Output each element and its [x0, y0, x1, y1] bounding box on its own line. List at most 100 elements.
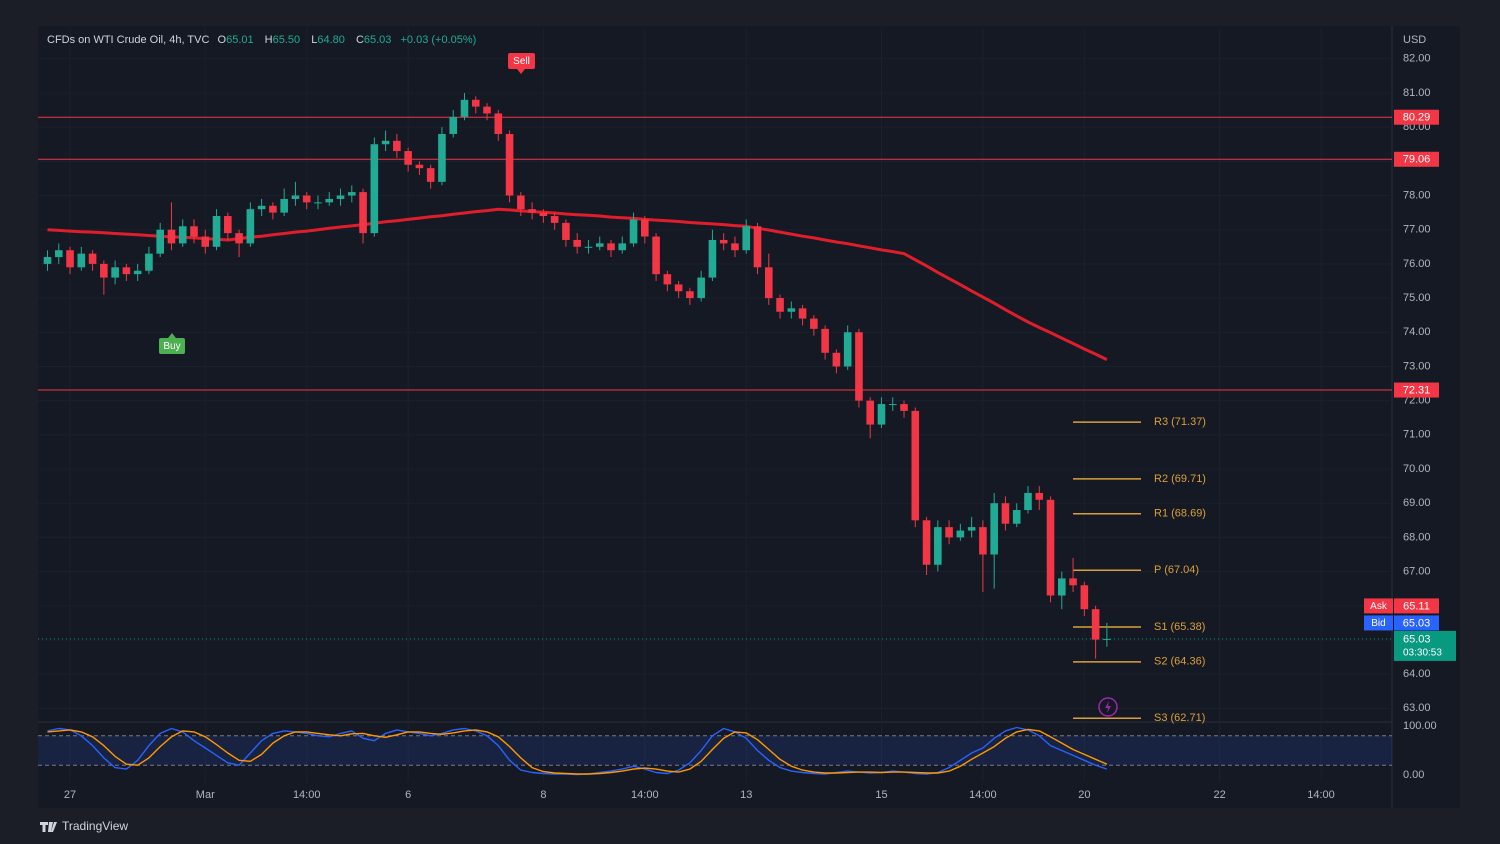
candle-body: [359, 192, 367, 234]
oscillator-pane: [38, 726, 1392, 776]
bid-value: 65.03: [1403, 617, 1431, 629]
pivot-label: S3 (62.71): [1154, 712, 1205, 724]
candle-body: [562, 222, 570, 240]
y-tick-label: 78.00: [1403, 189, 1431, 201]
legend-key: L: [311, 34, 318, 46]
y-tick-label: 73.00: [1403, 360, 1431, 372]
candle-body: [257, 205, 266, 210]
candle-body: [471, 99, 480, 107]
candle-body: [595, 243, 604, 247]
candle-body: [404, 151, 412, 165]
candle-body: [584, 246, 593, 248]
candle-body: [100, 263, 108, 278]
brand-logo: [40, 822, 57, 832]
candle-body: [618, 243, 627, 251]
pivot-label: R1 (68.69): [1154, 508, 1206, 520]
candle-body: [325, 198, 334, 203]
candle-body: [742, 226, 751, 251]
y-tick-label: 81.00: [1403, 87, 1431, 99]
grid: [38, 28, 1392, 782]
x-tick-label: 20: [1078, 789, 1090, 801]
candle-body: [934, 527, 942, 565]
candle-body: [832, 352, 841, 367]
y-tick-label: 76.00: [1403, 258, 1431, 270]
x-tick-label: 22: [1213, 789, 1225, 801]
candle-body: [753, 226, 762, 268]
y-tick-label: 64.00: [1403, 668, 1431, 680]
candle-body: [798, 308, 807, 319]
candle-body: [888, 404, 897, 406]
candle-body: [1080, 585, 1089, 610]
y-tick-label: 71.00: [1403, 429, 1431, 441]
candle-body: [539, 212, 548, 217]
candle-body: [212, 216, 221, 247]
price-pane: [38, 92, 1392, 719]
level-tag-label: 80.29: [1403, 112, 1431, 124]
oscillator-line: [47, 728, 1108, 775]
candle-body: [967, 527, 976, 531]
y-tick-label: 69.00: [1403, 497, 1431, 509]
legend-value: 65.50: [272, 34, 301, 46]
last-price-value: 65.03: [1403, 633, 1431, 645]
candle-body: [517, 195, 525, 210]
candle-body: [877, 404, 886, 425]
candle-body: [641, 219, 649, 237]
candle-body: [686, 291, 694, 299]
buy-badge: [159, 338, 185, 354]
legend-key: C: [355, 34, 364, 46]
candle-body: [821, 328, 829, 353]
level-tag: [1394, 382, 1439, 398]
candle-body: [246, 209, 255, 244]
pivot-label: S2 (64.36): [1154, 656, 1205, 668]
candle-body: [291, 195, 300, 199]
candle-body: [979, 527, 987, 555]
candle-body: [66, 250, 74, 268]
buy-label: Buy: [163, 341, 180, 352]
candle-body: [111, 267, 119, 278]
pivot-label: R3 (71.37): [1154, 416, 1206, 428]
candle-body: [652, 236, 660, 275]
candle-body: [1012, 510, 1021, 524]
buy-signal: Buy: [159, 333, 185, 354]
candle-body: [460, 99, 469, 117]
oscillator-tick-label: 0.00: [1403, 769, 1424, 781]
candle-body: [494, 113, 503, 134]
legend-change: +0.03 (+0.05%): [400, 34, 477, 46]
bid-tag: [1394, 615, 1439, 631]
candle-body: [269, 205, 277, 213]
ask-key: Ask: [1370, 601, 1388, 612]
candle-body: [900, 404, 908, 411]
candle-body: [911, 410, 920, 521]
brand-name: TradingView: [62, 819, 128, 833]
x-tick-label: 13: [740, 789, 752, 801]
candle-body: [77, 253, 86, 268]
legend-key: O: [217, 34, 227, 46]
candle-body: [787, 308, 796, 312]
candle-body: [178, 226, 187, 244]
candle-body: [122, 267, 131, 275]
x-tick-label: 14:00: [969, 789, 997, 801]
candle-body: [945, 527, 953, 538]
y-tick-label: 72.00: [1403, 395, 1431, 407]
bid-key-box: [1364, 615, 1393, 631]
x-tick-label: 14:00: [631, 789, 659, 801]
candle-body: [1091, 609, 1100, 640]
candle-body: [54, 250, 63, 258]
candle-body: [224, 216, 232, 234]
y-tick-label: 67.00: [1403, 565, 1431, 577]
candle-body: [43, 257, 52, 264]
candle-body: [1103, 638, 1111, 640]
candle-body: [990, 503, 998, 555]
last-price-tag: [1394, 630, 1456, 661]
x-tick-label: 14:00: [293, 789, 321, 801]
sell-pointer: [517, 69, 525, 74]
y-tick-label: 74.00: [1403, 326, 1431, 338]
y-tick-label: 63.00: [1403, 702, 1431, 714]
candle-body: [1001, 503, 1010, 524]
x-tick-label: 27: [64, 789, 76, 801]
candle-body: [438, 133, 446, 182]
ask-value: 65.11: [1403, 600, 1430, 612]
alert-bolt: [1105, 701, 1111, 713]
candle-body: [190, 226, 198, 237]
